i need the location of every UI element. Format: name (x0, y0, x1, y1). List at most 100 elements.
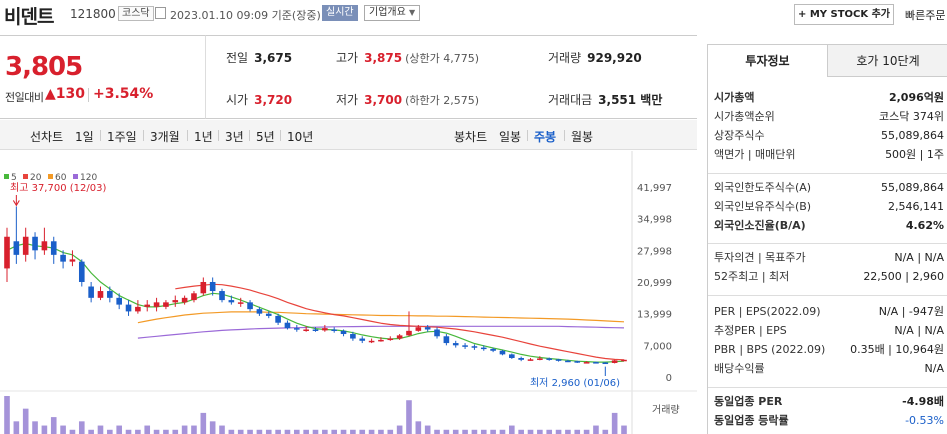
volume-bar (396, 425, 403, 434)
tab-3m[interactable]: 3개월 (150, 130, 180, 144)
candle-body (406, 330, 412, 336)
add-mystock-button[interactable]: + MY STOCK 추가 (794, 4, 894, 25)
divider (708, 295, 947, 296)
candle-body (200, 281, 207, 294)
candle-body (144, 304, 151, 307)
divider (88, 88, 89, 102)
candle-body (331, 329, 338, 331)
volume-bar (265, 429, 272, 434)
volume-bar (546, 429, 553, 434)
candle-body (191, 293, 197, 301)
volume-bar (181, 425, 188, 434)
high-annotation: 최고 37,700 (12/03) (10, 182, 106, 194)
tab-weekly[interactable]: 주봉 (534, 130, 557, 144)
volume-bar (200, 412, 207, 434)
candle-body (22, 236, 29, 255)
volume-bar (350, 429, 356, 434)
info-value: -0.53% (905, 414, 944, 427)
candle-body (135, 306, 141, 312)
info-value: 2,096억원 (888, 91, 944, 104)
price-stats: 전일 3,675 고가 3,875 (상한가 4,775) 거래량 929,920 시가… (205, 35, 697, 119)
candle-body (434, 329, 440, 337)
y-tick-label: 27,998 (637, 246, 672, 257)
candle-body (350, 334, 356, 339)
chart-canvas: 41,997 34,998 27,998 20,999 13,999 7,000 0 5 20 6… (0, 151, 697, 434)
tab-order-book[interactable]: 호가 10단계 (828, 45, 947, 77)
legend-label: 60 (55, 173, 67, 183)
candle-body (13, 241, 20, 255)
divider (249, 130, 250, 141)
volume-bar (191, 425, 197, 434)
candle-body (60, 254, 66, 262)
tab-3y[interactable]: 3년 (225, 130, 244, 144)
volume-bar (359, 429, 366, 434)
stock-name: 비덴트 (4, 6, 54, 28)
info-label: 52주최고 | 최저 (714, 270, 790, 283)
candle-body (611, 360, 618, 363)
divider (708, 243, 947, 244)
ma120-line (137, 325, 625, 339)
stat-low: 저가 3,700 (하한가 2,575) (336, 91, 479, 108)
candle-body (574, 361, 581, 363)
company-info-dropdown[interactable]: 기업개요 ▼ (364, 5, 421, 21)
candle-body (125, 304, 132, 312)
quick-order-link[interactable]: 빠른주문 (905, 9, 946, 22)
info-row: 액면가 | 매매단위 500원 | 1주 (714, 147, 944, 163)
volume-bar (41, 425, 48, 434)
volume-bar (340, 429, 347, 434)
stat-volume: 거래량 929,920 (548, 49, 642, 66)
tab-1y[interactable]: 1년 (194, 130, 213, 144)
info-label: 외국인보유주식수(B) (714, 200, 812, 213)
invest-info-panel: 투자정보 호가 10단계 시가총액 2,096억원 시가총액순위 코스닥 374위 상장… (707, 44, 947, 434)
stock-chart[interactable]: 41,997 34,998 27,998 20,999 13,999 7,000 0 5 20 6… (0, 151, 697, 434)
stat-open: 시가 3,720 (226, 91, 292, 108)
info-value: -4.98배 (902, 395, 944, 408)
stat-label: 거래량 (548, 51, 582, 65)
tab-5y[interactable]: 5년 (256, 130, 275, 144)
realtime-button[interactable]: 실시간 (322, 5, 358, 21)
stat-high: 고가 3,875 (상한가 4,775) (336, 49, 479, 66)
volume-bar (406, 400, 412, 434)
tab-daily[interactable]: 일봉 (499, 130, 522, 144)
volume-bar (293, 429, 300, 434)
tab-1w[interactable]: 1주일 (107, 130, 137, 144)
volume-bar (322, 429, 328, 434)
info-value: 2,546,141 (888, 200, 944, 213)
candle-body (4, 236, 10, 269)
y-tick-label: 0 (666, 373, 672, 384)
y-tick-label: 13,999 (637, 310, 672, 321)
volume-bar (13, 421, 20, 434)
info-label: 외국인한도주식수(A) (714, 181, 812, 194)
stat-value: 3,875 (364, 51, 403, 65)
ma20-line (175, 283, 625, 361)
divider (218, 130, 219, 141)
volume-bar (527, 429, 534, 434)
candle-body (518, 357, 524, 360)
legend-swatch (23, 174, 28, 179)
tab-10y[interactable]: 10년 (287, 130, 314, 144)
stat-label: 전일 (226, 51, 249, 65)
legend-swatch (73, 174, 78, 179)
tab-invest-info[interactable]: 투자정보 (708, 45, 828, 77)
candle-body (527, 359, 534, 361)
stat-value: 3,700 (364, 93, 403, 107)
info-row: 외국인보유주식수(B) 2,546,141 (714, 199, 944, 215)
volume-bar (452, 429, 459, 434)
info-row: 동일업종 PER -4.98배 (714, 394, 944, 410)
volume-bar (219, 425, 225, 434)
legend-label: 120 (80, 173, 97, 183)
tab-1d[interactable]: 1일 (75, 130, 94, 144)
volume-bar (424, 425, 431, 434)
volume-bar (209, 421, 216, 434)
chevron-down-icon: ▼ (409, 8, 416, 17)
company-info-label: 기업개요 (369, 7, 406, 18)
candle-body (116, 297, 122, 305)
volume-bar (378, 429, 384, 434)
candle-body (340, 330, 347, 335)
line-chart-label: 선차트 (30, 130, 64, 144)
price-change-percent: +3.54% (93, 86, 154, 102)
info-label: 배당수익률 (714, 362, 765, 375)
y-tick-label: 34,998 (637, 215, 672, 226)
tab-monthly[interactable]: 월봉 (571, 130, 594, 144)
volume-bar (593, 425, 599, 434)
